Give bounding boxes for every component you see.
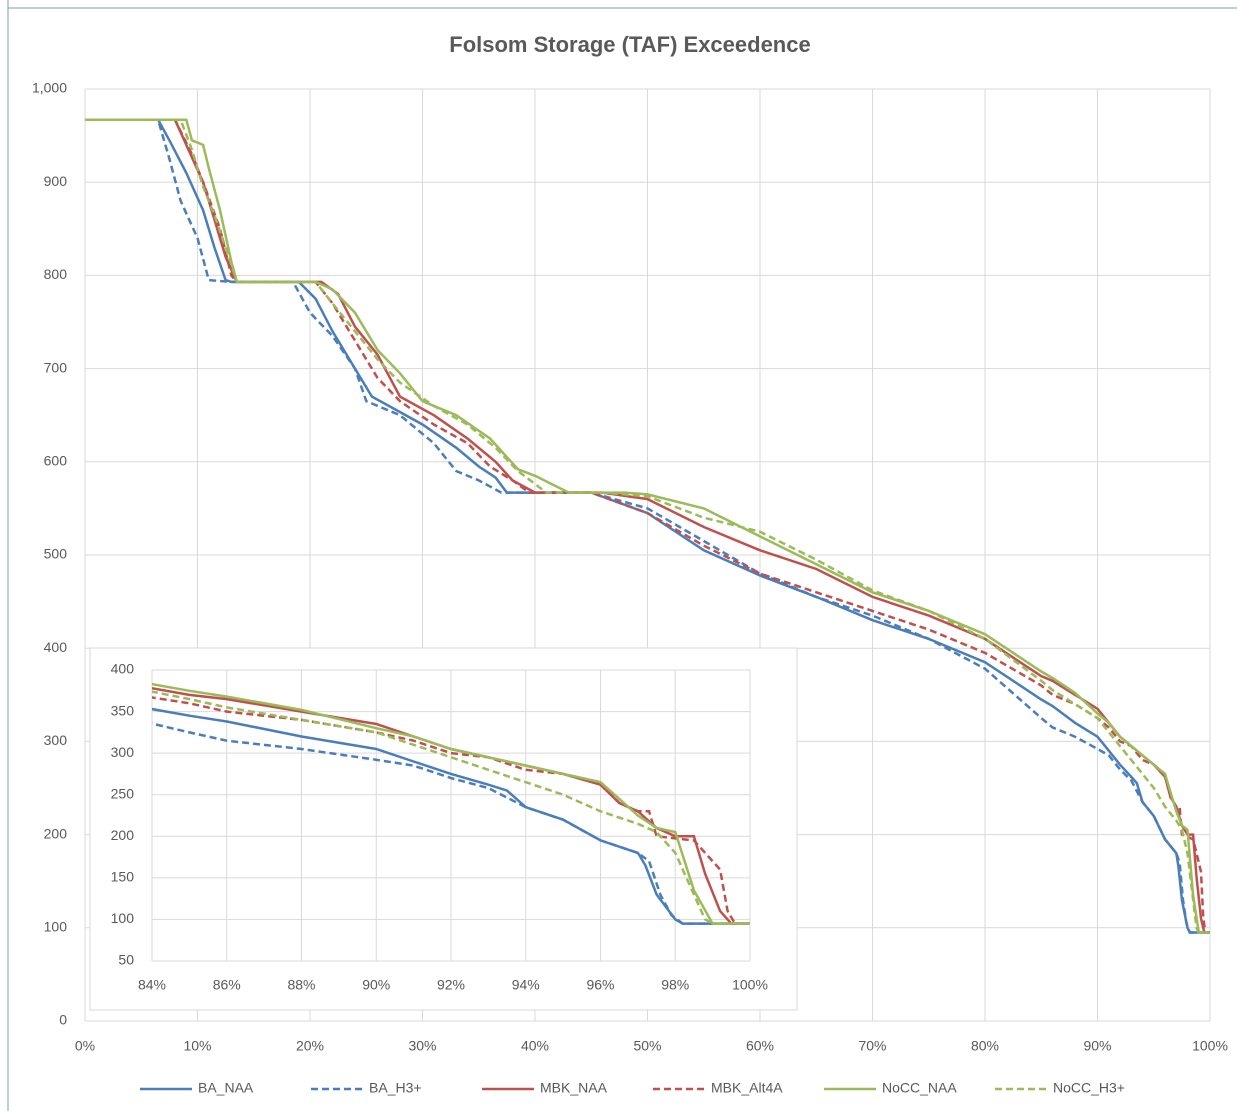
y-tick-label: 800 xyxy=(44,266,68,282)
series-line xyxy=(152,722,750,925)
y-tick-label: 200 xyxy=(111,827,135,843)
x-tick-label: 60% xyxy=(746,1038,774,1054)
y-tick-label: 200 xyxy=(44,825,68,841)
x-tick-label: 100% xyxy=(1192,1038,1228,1054)
series-line xyxy=(152,686,750,925)
y-tick-label: 100 xyxy=(44,919,68,935)
y-tick-label: 600 xyxy=(44,453,68,469)
legend-label: BA_NAA xyxy=(198,1080,254,1096)
y-tick-label: 400 xyxy=(44,639,68,655)
x-tick-label: 92% xyxy=(437,977,465,993)
x-tick-label: 30% xyxy=(408,1038,436,1054)
x-tick-label: 94% xyxy=(512,977,540,993)
x-tick-label: 84% xyxy=(138,977,166,993)
x-tick-label: 80% xyxy=(971,1038,999,1054)
x-tick-label: 90% xyxy=(362,977,390,993)
inset-box xyxy=(89,647,798,1011)
legend-label: NoCC_H3+ xyxy=(1053,1080,1125,1096)
legend-label: BA_H3+ xyxy=(369,1080,422,1096)
legend-label: NoCC_NAA xyxy=(882,1080,957,1096)
y-tick-label: 900 xyxy=(44,173,68,189)
legend-label: MBK_Alt4A xyxy=(711,1080,783,1096)
x-tick-label: 90% xyxy=(1083,1038,1111,1054)
x-tick-label: 100% xyxy=(732,977,768,993)
x-tick-label: 70% xyxy=(858,1038,886,1054)
series-group xyxy=(85,118,1210,934)
series-line xyxy=(152,707,750,925)
y-tick-label: 700 xyxy=(44,359,68,375)
y-tick-label: 400 xyxy=(111,661,135,677)
x-tick-label: 98% xyxy=(661,977,689,993)
x-tick-label: 50% xyxy=(633,1038,661,1054)
legend-label: MBK_NAA xyxy=(540,1080,608,1096)
y-tick-label: 250 xyxy=(111,785,135,801)
legend: BA_NAA BA_H3+ MBK_NAA MBK_Alt4A NoCC_NAA NoCC… xyxy=(140,1080,1125,1096)
y-tick-label: 0 xyxy=(59,1012,67,1028)
y-tick-label: 350 xyxy=(111,702,135,718)
y-tick-label: 150 xyxy=(111,869,135,885)
y-tick-label: 50 xyxy=(118,952,134,968)
x-tick-label: 88% xyxy=(287,977,315,993)
x-tick-label: 96% xyxy=(586,977,614,993)
y-tick-label: 1,000 xyxy=(32,80,67,96)
chart-title: Folsom Storage (TAF) Exceedence xyxy=(449,32,810,57)
y-tick-label: 300 xyxy=(44,732,68,748)
series-line xyxy=(85,118,1210,934)
series-group xyxy=(152,682,750,925)
x-tick-label: 40% xyxy=(521,1038,549,1054)
y-tick-label: 100 xyxy=(111,910,135,926)
series-line xyxy=(152,682,750,925)
inset-plot: 50 100 150 200 250 300 350 400 84% 86% 88% 90% 92% 94… xyxy=(111,661,768,993)
x-tick-label: 0% xyxy=(75,1038,95,1054)
y-tick-label: 300 xyxy=(111,744,135,760)
x-tick-label: 86% xyxy=(213,977,241,993)
y-tick-label: 500 xyxy=(44,546,68,562)
series-line xyxy=(152,690,750,925)
x-tick-label: 20% xyxy=(296,1038,324,1054)
x-tick-label: 10% xyxy=(183,1038,211,1054)
